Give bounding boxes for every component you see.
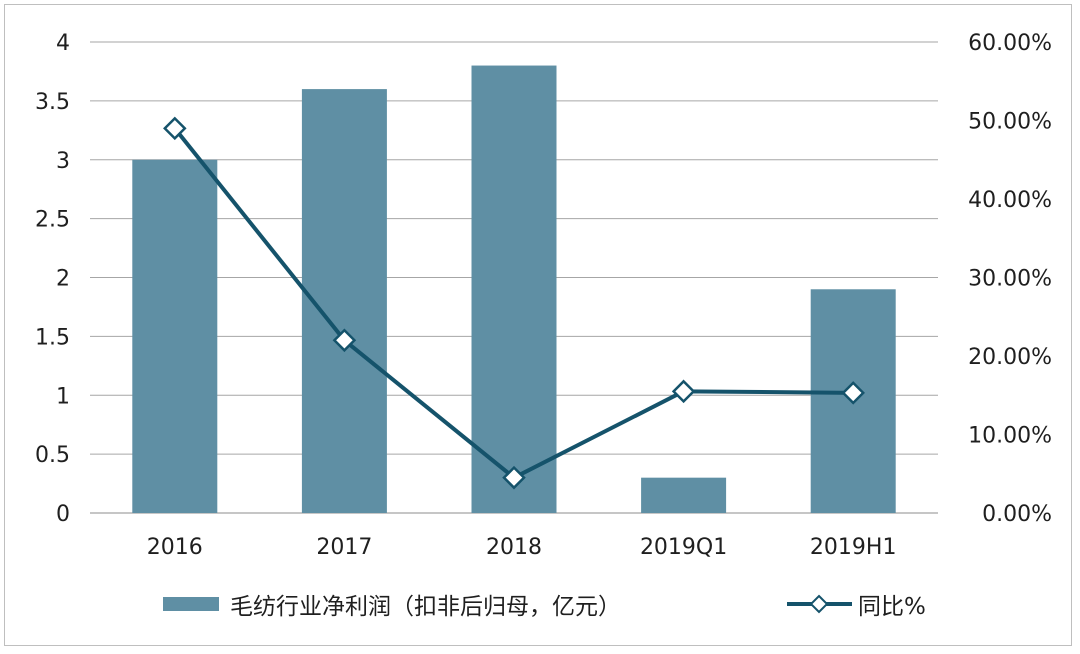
- y-right-tick-label: 20.00%: [968, 345, 1052, 370]
- y-right-tick-label: 30.00%: [968, 267, 1052, 292]
- legend-bar-label: 毛纺行业净利润（扣非后归母，亿元）: [230, 594, 621, 620]
- y-right-tick-label: 10.00%: [968, 424, 1052, 449]
- x-tick-label: 2019H1: [810, 535, 897, 560]
- legend-bar-swatch: [163, 597, 219, 611]
- x-tick-label: 2018: [486, 535, 542, 560]
- y-right-tick-label: 40.00%: [968, 188, 1052, 213]
- yoy-point-2019h1: [841, 381, 865, 405]
- yoy-point-2017: [332, 328, 357, 353]
- y-left-tick-label: 0.5: [35, 443, 70, 468]
- y-left-tick-label: 2: [56, 267, 70, 292]
- yoy-line-layer: [163, 116, 865, 490]
- bar-2017: [301, 89, 387, 513]
- bars: [132, 65, 896, 514]
- bar-2016: [132, 159, 218, 513]
- y-right-tick-label: 0.00%: [982, 502, 1052, 527]
- y-left-tick-label: 1: [56, 384, 70, 409]
- yoy-point-2016: [163, 116, 187, 141]
- y-left-tick-label: 3.5: [35, 90, 70, 115]
- yoy-point-2018: [502, 465, 526, 490]
- y-left-tick-label: 2.5: [35, 208, 70, 233]
- legend-line-marker: [809, 594, 829, 614]
- x-tick-label: 2019Q1: [640, 535, 727, 560]
- bar-2018: [471, 65, 557, 514]
- y-left-tick-label: 0: [56, 502, 70, 527]
- y-left-tick-label: 4: [56, 31, 70, 56]
- tick-labels: 00.511.522.533.540.00%10.00%20.00%30.00%…: [35, 31, 1052, 560]
- y-right-tick-label: 50.00%: [968, 110, 1052, 135]
- legend-line-label: 同比%: [858, 594, 926, 620]
- y-right-tick-label: 60.00%: [968, 31, 1052, 56]
- bar-2019q1: [641, 477, 727, 513]
- y-left-tick-label: 3: [56, 149, 70, 174]
- legend: 毛纺行业净利润（扣非后归母，亿元） 同比%: [163, 594, 926, 620]
- y-left-tick-label: 1.5: [35, 325, 70, 350]
- x-tick-label: 2016: [147, 535, 203, 560]
- x-tick-label: 2017: [316, 535, 372, 560]
- yoy-point-2019q1: [671, 379, 696, 404]
